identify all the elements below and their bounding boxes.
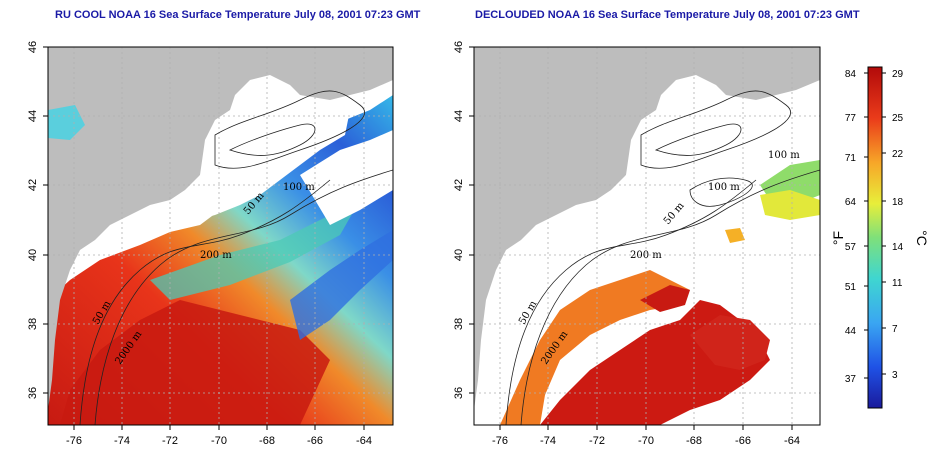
left-y-axis	[43, 46, 48, 394]
celsius-unit-label: °C	[914, 230, 930, 246]
fahrenheit-tick-label: 77	[845, 113, 857, 124]
right-y-tick-label: 46	[453, 41, 465, 53]
left-y-tick-label: 42	[27, 179, 39, 191]
left-x-tick-label: -64	[356, 435, 372, 447]
left-map-frame	[47, 46, 394, 426]
right-x-tick-label: -70	[638, 435, 654, 447]
left-y-tick-label: 40	[27, 249, 39, 261]
left-x-tick-label: -72	[162, 435, 178, 447]
right-map: 100 m 100 m 50 m 200 m 50 m 2000 m	[474, 47, 820, 425]
left-x-tick-label: -74	[114, 435, 130, 447]
left-cyan-patch	[48, 105, 85, 140]
temperature-colorbar	[867, 66, 883, 409]
fahrenheit-tick-label: 51	[845, 282, 857, 293]
celsius-tick-label: 3	[892, 370, 898, 381]
fahrenheit-tick-label: 44	[845, 326, 857, 337]
right-sst-orange	[500, 270, 690, 425]
celsius-tick-label: 11	[892, 278, 903, 289]
right-land	[474, 47, 820, 410]
left-y-tick-label: 46	[27, 41, 39, 53]
right-sst-orange-patch	[725, 228, 745, 243]
fahrenheit-tick-label: 57	[845, 242, 857, 253]
right-x-tick-label: -66	[735, 435, 751, 447]
celsius-tick-label: 14	[892, 242, 904, 253]
right-y-tick-label: 38	[453, 318, 465, 330]
left-sst-cool-filament	[290, 230, 393, 340]
celsius-tick-label: 25	[892, 113, 904, 124]
left-y-tick-label: 38	[27, 318, 39, 330]
celsius-tick-label: 29	[892, 69, 904, 80]
celsius-tick-label: 7	[892, 324, 898, 335]
left-cloud-region	[175, 95, 350, 222]
right-y-axis	[469, 46, 474, 394]
right-sst-yellow-ne	[760, 190, 820, 220]
right-x-tick-label: -72	[589, 435, 605, 447]
left-y-tick-label: 44	[27, 110, 39, 122]
right-sst-red-patch	[640, 285, 690, 312]
left-panel-title: RU COOL NOAA 16 Sea Surface Temperature …	[55, 9, 421, 21]
right-y-tick-label: 44	[453, 110, 465, 122]
right-shelf-white	[601, 95, 776, 222]
left-map: 100 m 50 m 200 m 50 m 2000 m	[48, 47, 393, 425]
left-contour-label-100m: 100 m	[283, 182, 315, 193]
right-map-frame	[473, 46, 821, 426]
right-x-tick-label: -64	[784, 435, 800, 447]
right-y-tick-label: 42	[453, 179, 465, 191]
right-x-tick-label: -68	[686, 435, 702, 447]
right-contour-label-100m: 100 m	[768, 150, 800, 161]
fahrenheit-tick-label: 64	[845, 197, 857, 208]
left-cloud-region-2	[300, 130, 393, 225]
right-grid	[474, 47, 820, 425]
left-contours	[79, 90, 393, 425]
fahrenheit-unit-label: °F	[830, 231, 846, 245]
fahrenheit-tick-label: 71	[845, 153, 857, 164]
left-land	[48, 47, 393, 410]
left-x-tick-label: -66	[307, 435, 323, 447]
left-y-tick-label: 36	[27, 387, 39, 399]
right-sst-red-east	[690, 315, 770, 370]
right-panel-title: DECLOUDED NOAA 16 Sea Surface Temperatur…	[475, 9, 860, 21]
celsius-tick-label: 22	[892, 149, 904, 160]
left-x-tick-label: -76	[66, 435, 82, 447]
right-y-tick-label: 40	[453, 249, 465, 261]
right-x-axis	[499, 425, 793, 430]
fahrenheit-tick-label: 84	[845, 69, 857, 80]
right-contour-label-200m: 200 m	[630, 250, 662, 261]
left-x-tick-label: -70	[211, 435, 227, 447]
left-x-axis	[73, 425, 365, 430]
left-x-tick-label: -68	[259, 435, 275, 447]
right-x-tick-label: -74	[540, 435, 556, 447]
right-contours	[505, 90, 820, 425]
left-sst-teal-band	[150, 200, 360, 300]
left-contour-label-200m: 200 m	[200, 250, 232, 261]
fahrenheit-tick-label: 37	[845, 374, 857, 385]
celsius-tick-label: 18	[892, 197, 904, 208]
left-grid	[48, 47, 393, 425]
colorbar-ticks	[864, 72, 886, 379]
right-x-tick-label: -76	[492, 435, 508, 447]
left-sst-warm-core	[60, 300, 330, 425]
right-contour-label-100m-inner: 100 m	[708, 182, 740, 193]
right-y-tick-label: 36	[453, 387, 465, 399]
